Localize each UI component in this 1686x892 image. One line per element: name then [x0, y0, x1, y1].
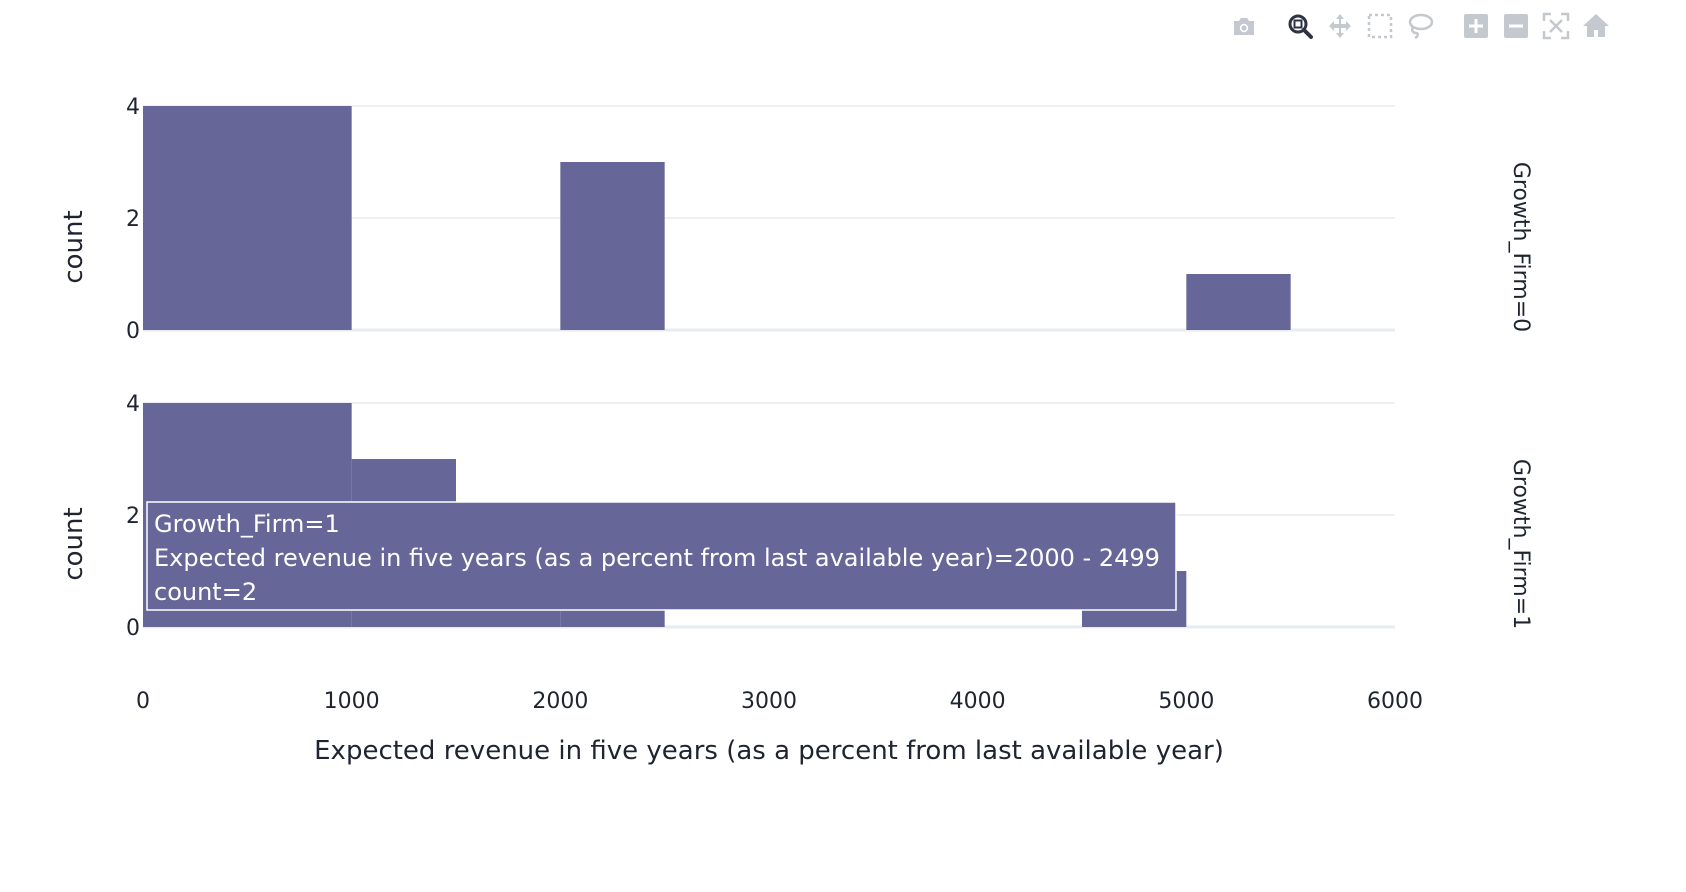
facet-label-top: Growth_Firm=0: [1508, 162, 1533, 332]
y-tick-label: 4: [126, 95, 140, 120]
lasso-select-icon: [1408, 13, 1434, 40]
x-tick-label: 4000: [950, 689, 1006, 714]
x-tick-label: 3000: [741, 689, 797, 714]
hover-tooltip-line-x: Expected revenue in five years (as a per…: [154, 544, 1160, 572]
y-axis-title-bottom: count: [59, 507, 89, 580]
y-tick-label: 0: [126, 319, 140, 344]
hover-tooltip-line-count: count=2: [154, 578, 257, 606]
x-axis: 0 1000 2000 3000 4000 5000 6000: [136, 689, 1423, 714]
facet-growth-firm-0: 0 2 4: [126, 95, 1395, 344]
zoom-icon: [1288, 14, 1313, 39]
reset-axes-button[interactable]: [1576, 6, 1616, 46]
autoscale-button[interactable]: [1536, 6, 1576, 46]
camera-button[interactable]: [1224, 6, 1264, 46]
x-tick-label: 6000: [1367, 689, 1423, 714]
hover-tooltip-line-facet: Growth_Firm=1: [154, 510, 340, 538]
histogram-bar[interactable]: [560, 162, 665, 330]
pan-icon: [1329, 14, 1351, 38]
x-tick-label: 0: [136, 689, 150, 714]
reset-axes-icon: [1583, 14, 1609, 37]
x-tick-label: 2000: [532, 689, 588, 714]
hover-tooltip-box: [146, 501, 1177, 611]
pan-button[interactable]: [1320, 6, 1360, 46]
hover-tooltip: Growth_Firm=1 Expected revenue in five y…: [146, 501, 1177, 611]
y-tick-label: 2: [126, 504, 140, 529]
zoom-out-button[interactable]: [1496, 6, 1536, 46]
zoom-in-button[interactable]: [1456, 6, 1496, 46]
zoom-out-icon: [1504, 14, 1528, 38]
autoscale-icon: [1542, 12, 1570, 40]
lasso-select-button[interactable]: [1400, 6, 1440, 46]
y-tick-label: 4: [126, 392, 140, 417]
facet-label-bottom: Growth_Firm=1: [1508, 459, 1533, 629]
zoom-in-icon: [1464, 14, 1488, 38]
box-select-button[interactable]: [1360, 6, 1400, 46]
x-tick-label: 5000: [1158, 689, 1214, 714]
histogram-bar[interactable]: [143, 106, 352, 330]
y-axis-title-top: count: [59, 210, 89, 283]
x-axis-title: Expected revenue in five years (as a per…: [314, 736, 1224, 766]
camera-icon: [1234, 18, 1254, 35]
zoom-button[interactable]: [1280, 6, 1320, 46]
histogram-bar[interactable]: [1186, 274, 1291, 330]
box-select-icon: [1367, 13, 1393, 39]
y-tick-label: 0: [126, 616, 140, 641]
modebar: [1224, 6, 1616, 46]
x-tick-label: 1000: [324, 689, 380, 714]
y-tick-label: 2: [126, 207, 140, 232]
